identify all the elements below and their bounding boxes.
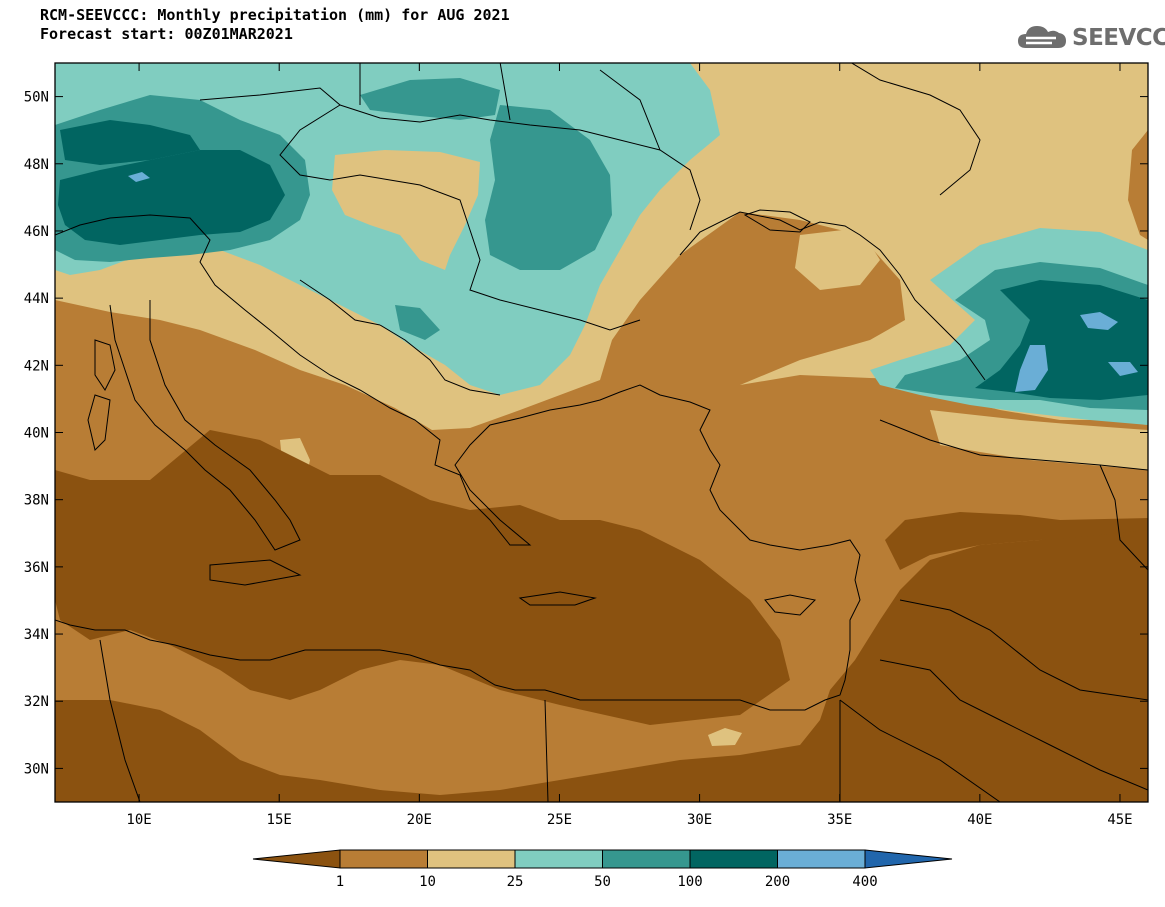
colorbar-label: 1 <box>336 874 344 890</box>
field-dark-brown-east <box>885 512 1148 570</box>
colorbar-segment <box>339 849 428 869</box>
colorbar-label: 200 <box>765 874 790 890</box>
lat-tick-label: 46N <box>24 224 49 240</box>
colorbar-segment <box>514 849 603 869</box>
lat-tick-label: 44N <box>24 291 49 307</box>
colorbar-segment <box>602 849 691 869</box>
cloud-icon <box>1018 26 1066 48</box>
lat-tick-label: 50N <box>24 90 49 106</box>
lat-tick-label: 36N <box>24 560 49 576</box>
map-axes: 10E 15E 20E 25E 30E 35E 40E 45E 30N 32N 34N 36N 38N 4… <box>24 63 1148 828</box>
field-dark-brown-sea <box>55 430 790 725</box>
lon-tick-label: 25E <box>547 812 572 828</box>
lon-tick-label: 35E <box>827 812 852 828</box>
lat-tick-label: 30N <box>24 761 49 777</box>
lat-tick-label: 48N <box>24 157 49 173</box>
lon-tick-label: 45E <box>1107 812 1132 828</box>
field-tan-crimea <box>795 228 880 290</box>
colorbar: 1 10 25 50 100 200 400 <box>252 849 953 890</box>
lat-tick-label: 34N <box>24 627 49 643</box>
coastlines-and-borders <box>55 63 1148 802</box>
field-dark-teal-alps-north <box>60 120 200 165</box>
field-medium-teal-carpathians <box>485 105 612 270</box>
colorbar-label: 50 <box>594 874 611 890</box>
field-medium-brown-east <box>1128 130 1148 240</box>
logo-text: SEEVCCC <box>1072 25 1165 51</box>
field-blue-caucasus-2 <box>1015 345 1048 392</box>
field-blue-alps <box>128 172 150 182</box>
colorbar-segment <box>689 849 778 869</box>
precipitation-fields <box>55 63 1148 802</box>
colorbar-segment-above-400 <box>864 849 953 869</box>
colorbar-segment <box>427 849 516 869</box>
map-title: RCM-SEEVCCC: Monthly precipitation (mm) … <box>40 6 510 44</box>
field-tan-turkey-north <box>930 410 1148 470</box>
field-tan-pannonia <box>332 150 480 270</box>
lat-tick-label: 42N <box>24 358 49 374</box>
lon-tick-label: 20E <box>407 812 432 828</box>
colorbar-segment <box>777 849 866 869</box>
title-line-1: RCM-SEEVCCC: Monthly precipitation (mm) … <box>40 6 510 24</box>
lon-tick-label: 15E <box>267 812 292 828</box>
field-medium-teal-poland <box>360 78 500 120</box>
title-line-2: Forecast start: 00Z01MAR2021 <box>40 25 293 43</box>
field-medium-teal-balkans <box>395 305 440 340</box>
field-tan-africa-small <box>708 728 742 746</box>
seevccc-logo: SEEVCCC <box>1016 20 1165 56</box>
field-dark-brown-africa <box>55 525 1148 802</box>
field-dark-teal-caucasus <box>975 280 1148 400</box>
lat-tick-label: 32N <box>24 694 49 710</box>
colorbar-segment-below-1 <box>252 849 341 869</box>
lon-tick-label: 10E <box>126 812 151 828</box>
field-blue-caucasus-3 <box>1108 362 1138 376</box>
lat-tick-label: 38N <box>24 493 49 509</box>
colorbar-label: 100 <box>677 874 702 890</box>
colorbar-label: 400 <box>852 874 877 890</box>
colorbar-label: 25 <box>507 874 524 890</box>
colorbar-label: 10 <box>419 874 436 890</box>
field-dark-teal-alps <box>58 150 285 245</box>
lat-tick-label: 40N <box>24 426 49 442</box>
field-blue-caucasus-1 <box>1080 312 1118 330</box>
lon-tick-label: 40E <box>967 812 992 828</box>
lon-tick-label: 30E <box>687 812 712 828</box>
